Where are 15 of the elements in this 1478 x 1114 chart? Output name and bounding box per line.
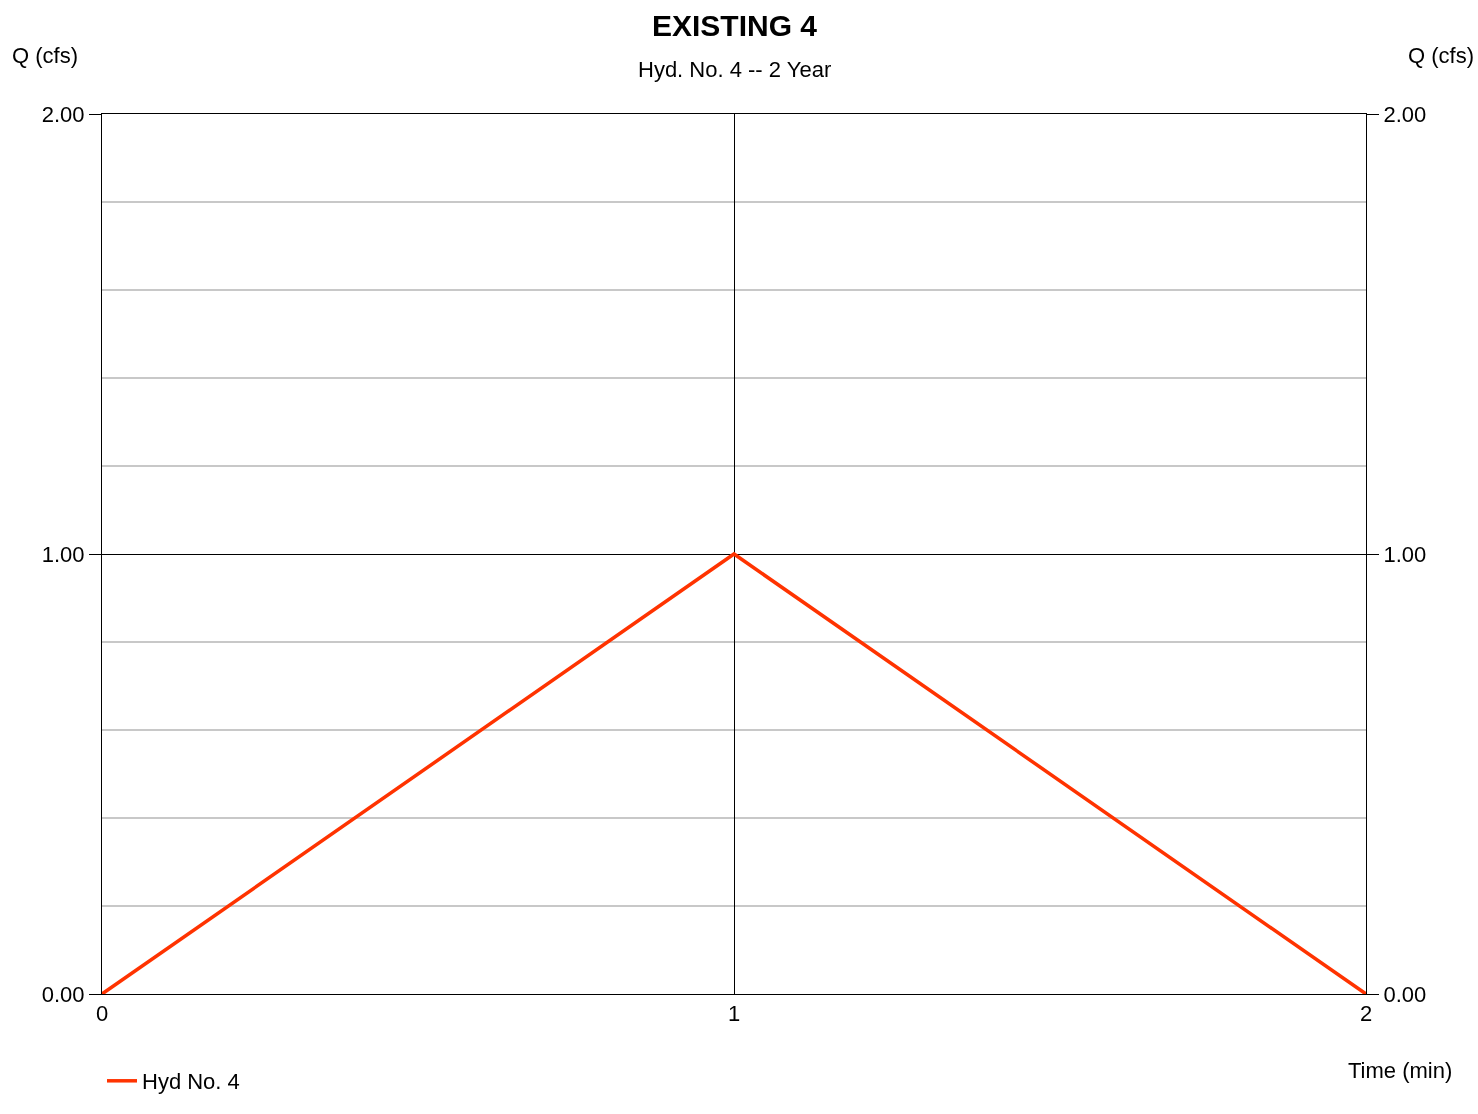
y2-tick-label: 1.00 bbox=[1383, 541, 1427, 567]
x-axis-title: Time (min) bbox=[1348, 1058, 1453, 1083]
x-tick-label: 0 bbox=[95, 1001, 109, 1027]
x-tick-label: 1 bbox=[727, 1001, 741, 1027]
x-tick-label: 2 bbox=[1359, 1001, 1373, 1027]
chart-title: EXISTING 4 bbox=[652, 9, 818, 42]
y-tick-label: 0.00 bbox=[41, 981, 85, 1007]
y2-axis-title: Q (cfs) bbox=[1408, 43, 1474, 68]
legend-label: Hyd No. 4 bbox=[142, 1069, 240, 1095]
y2-tick-label: 2.00 bbox=[1383, 101, 1427, 127]
y-tick-label: 1.00 bbox=[41, 541, 85, 567]
y-axis-title: Q (cfs) bbox=[12, 43, 78, 68]
y2-tick-label: 0.00 bbox=[1383, 981, 1427, 1007]
y-tick-label: 2.00 bbox=[41, 101, 85, 127]
chart-subtitle: Hyd. No. 4 -- 2 Year bbox=[638, 57, 832, 82]
